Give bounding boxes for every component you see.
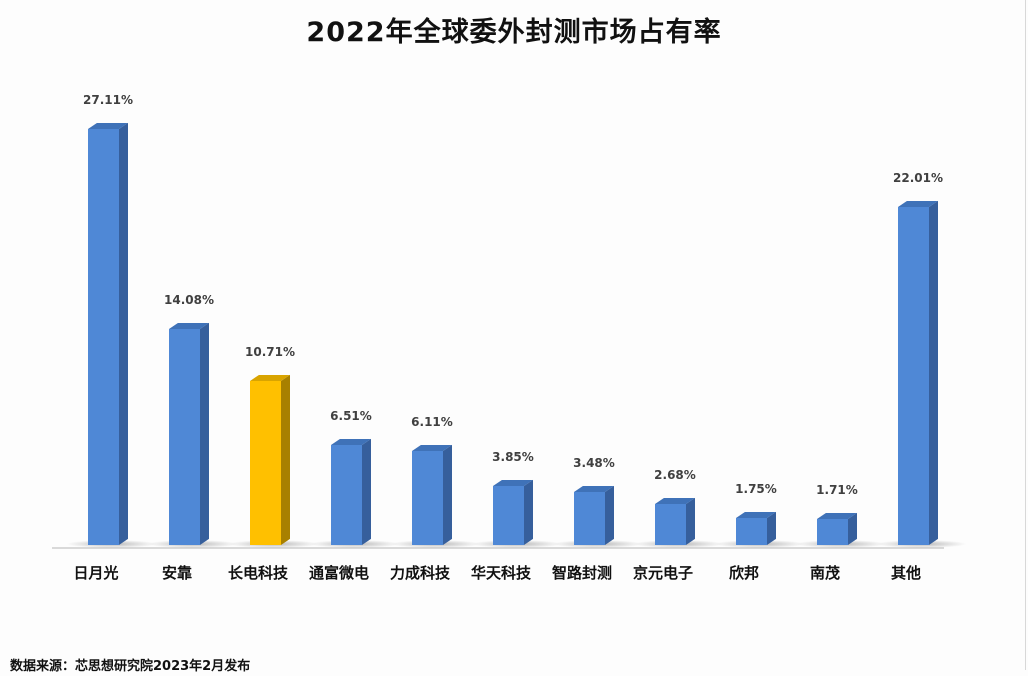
category-label: 京元电子 bbox=[632, 564, 693, 582]
bar-front-face bbox=[331, 445, 362, 545]
bar-10 bbox=[898, 200, 938, 545]
data-label: 22.01% bbox=[893, 171, 943, 185]
chart-baseline bbox=[52, 547, 944, 549]
category-label: 其他 bbox=[890, 564, 921, 582]
bar-side-face bbox=[119, 122, 128, 546]
bar-front-face bbox=[736, 518, 767, 545]
bar-side-face bbox=[524, 479, 533, 545]
data-label: 14.08% bbox=[164, 293, 214, 307]
bar-side-face bbox=[605, 485, 614, 545]
bar-0 bbox=[88, 122, 128, 546]
bar-8 bbox=[736, 511, 776, 545]
bar-side-face bbox=[443, 444, 452, 545]
bar-front-face bbox=[169, 329, 200, 545]
data-label: 2.68% bbox=[654, 468, 696, 482]
bar-9 bbox=[817, 512, 857, 545]
data-label: 3.85% bbox=[492, 450, 534, 464]
bar-front-face bbox=[493, 486, 524, 545]
category-label: 安靠 bbox=[161, 564, 192, 582]
bar-front-face bbox=[412, 451, 443, 545]
bar-side-face bbox=[686, 497, 695, 545]
data-label: 6.11% bbox=[411, 415, 453, 429]
data-label: 3.48% bbox=[573, 456, 615, 470]
data-label: 6.51% bbox=[330, 409, 372, 423]
data-label: 10.71% bbox=[245, 345, 295, 359]
bar-side-face bbox=[200, 322, 209, 545]
bar-side-face bbox=[929, 200, 938, 545]
bar-3 bbox=[331, 438, 371, 545]
data-source-note: 数据来源：芯思想研究院2023年2月发布 bbox=[10, 659, 251, 674]
category-label: 长电科技 bbox=[227, 564, 288, 582]
bar-side-face bbox=[362, 438, 371, 545]
category-label: 南茂 bbox=[809, 564, 840, 582]
bar-6 bbox=[574, 485, 614, 545]
right-border bbox=[1025, 0, 1026, 670]
category-label: 日月光 bbox=[73, 564, 119, 582]
category-label: 欣邦 bbox=[728, 564, 759, 582]
bar-front-face bbox=[655, 504, 686, 545]
category-label: 通富微电 bbox=[308, 564, 369, 582]
bar-4 bbox=[412, 444, 452, 545]
bar-1 bbox=[169, 322, 209, 545]
bar-side-face bbox=[281, 374, 290, 545]
bar-front-face bbox=[898, 207, 929, 545]
data-label: 27.11% bbox=[83, 93, 133, 107]
bar-front-face bbox=[88, 129, 119, 545]
bar-2 bbox=[250, 374, 290, 545]
bar-front-face bbox=[817, 519, 848, 545]
bar-7 bbox=[655, 497, 695, 545]
bar-5 bbox=[493, 479, 533, 545]
bar-front-face bbox=[574, 492, 605, 545]
category-label: 华天科技 bbox=[470, 564, 531, 582]
chart-title: 2022年全球委外封测市场占有率 bbox=[306, 17, 722, 48]
category-label: 力成科技 bbox=[389, 564, 450, 582]
category-label: 智路封测 bbox=[551, 564, 612, 582]
bar-front-face bbox=[250, 381, 281, 545]
data-label: 1.71% bbox=[816, 483, 858, 497]
data-label: 1.75% bbox=[735, 482, 777, 496]
